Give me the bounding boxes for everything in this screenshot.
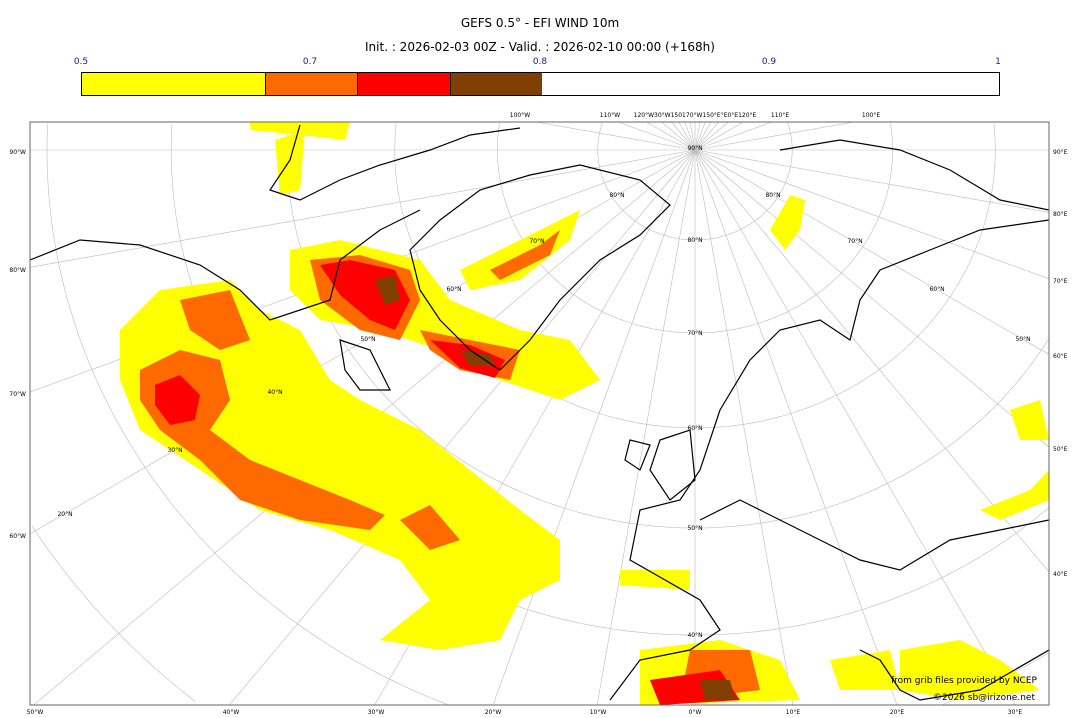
colorbar-tick: 0.9 <box>761 57 777 67</box>
colorbar-tick: 0.7 <box>302 57 318 67</box>
meridian-line <box>30 149 696 535</box>
axis-label: 40°E <box>1053 571 1068 578</box>
meridian-line <box>694 149 898 705</box>
axis-label: 50°N <box>1015 336 1030 343</box>
meridian-line <box>694 122 712 151</box>
meridian-line <box>646 122 696 151</box>
axis-label: 10°W <box>590 709 607 716</box>
axis-label: 110°E <box>771 112 789 119</box>
meridian-line <box>694 122 854 151</box>
axis-label: 90°W <box>9 149 26 156</box>
map-title: GEFS 0.5° - EFI WIND 10m <box>460 16 620 30</box>
meridian-line <box>684 122 696 151</box>
axis-label: 60°E <box>1053 353 1068 360</box>
colorbar-bin <box>265 73 359 95</box>
meridian-line <box>694 149 1049 213</box>
axis-label: 80°E <box>1053 211 1068 218</box>
meridian-line <box>694 149 794 705</box>
axis-label: 80°W <box>9 267 26 274</box>
meridian-line <box>678 122 696 151</box>
meridian-line <box>694 122 719 151</box>
copyright-credit: ©2026 sb@irizone.net <box>933 693 1035 703</box>
axis-label: 120°W30°W150170°W150°E°E0°E120°E <box>634 112 757 119</box>
meridian-line <box>492 149 696 705</box>
axis-label: 30°W <box>368 709 385 716</box>
meridian-line <box>694 149 1049 280</box>
parallel-line <box>497 122 893 334</box>
meridian-line <box>694 122 773 151</box>
axis-label: 60°N <box>929 286 944 293</box>
meridian-line <box>661 122 696 151</box>
axis-label: 110°W <box>600 112 620 119</box>
axis-label: 30°N <box>167 447 182 454</box>
axis-label: 70°N <box>847 238 862 245</box>
meridian-line <box>229 149 696 705</box>
colorbar-tick: 0.5 <box>73 57 89 67</box>
axis-label: 70°N <box>529 238 544 245</box>
meridian-line <box>694 149 1049 355</box>
axis-label: 40°N <box>687 632 702 639</box>
meridian-line <box>694 149 1049 448</box>
axis-label: 60°N <box>446 286 461 293</box>
colorbar-bin <box>358 73 451 95</box>
meridian-line <box>694 122 744 151</box>
axis-label: 40°W <box>223 709 240 716</box>
meridian-line <box>30 149 696 268</box>
axis-label: 40°N <box>267 389 282 396</box>
meridian-line <box>694 122 706 151</box>
axis-label: 20°E <box>890 709 905 716</box>
axis-label: 50°W <box>27 709 44 716</box>
axis-label: 90°E <box>1053 149 1068 156</box>
meridian-line <box>694 122 701 151</box>
meridian-line <box>694 149 1016 705</box>
axis-label: 100°E <box>862 112 880 119</box>
parallel-line <box>31 526 196 702</box>
axis-label: 70°E <box>1053 278 1068 285</box>
axis-label: 80°N <box>687 237 702 244</box>
axis-label: 60°N <box>687 425 702 432</box>
colorbar-tick: 0.8 <box>532 57 548 67</box>
axis-label: 70°W <box>9 391 26 398</box>
coastlines <box>30 124 1049 701</box>
axis-label: 90°N <box>687 145 702 152</box>
meridian-line <box>689 122 696 151</box>
axis-label: 30°E <box>1008 709 1023 716</box>
efi-yellow <box>120 122 1049 705</box>
colorbar-tick: 1 <box>995 57 1001 67</box>
map-frame <box>29 121 1050 706</box>
axis-label: 100°W <box>510 112 530 119</box>
axis-label: 20°W <box>485 709 502 716</box>
axis-label: 60°W <box>9 533 26 540</box>
axis-label: 20°N <box>57 511 72 518</box>
meridian-line <box>617 122 696 151</box>
meridian-line <box>596 149 696 705</box>
colorbar-bin <box>450 73 543 95</box>
meridian-line <box>694 149 1049 573</box>
colorbar-bin <box>82 73 266 95</box>
meridian-line <box>536 122 696 151</box>
meridian-line <box>694 122 729 151</box>
map-subtitle: Init. : 2026-02-03 00Z - Valid. : 2026-0… <box>365 40 715 54</box>
source-credit: from grib files provided by NCEP <box>891 676 1037 686</box>
colorbar <box>81 72 1000 96</box>
parallel-line <box>597 122 793 241</box>
graticule <box>30 122 1049 705</box>
axis-label: 50°N <box>687 525 702 532</box>
axis-label: 70°N <box>687 330 702 337</box>
axis-label: 80°N <box>609 192 624 199</box>
axis-label: 50°E <box>1053 446 1068 453</box>
axis-label: 50°N <box>360 336 375 343</box>
axis-label: 0°W <box>689 709 702 716</box>
meridian-line <box>671 122 696 151</box>
axis-label: 80°N <box>765 192 780 199</box>
axis-label: 10°E <box>786 709 801 716</box>
